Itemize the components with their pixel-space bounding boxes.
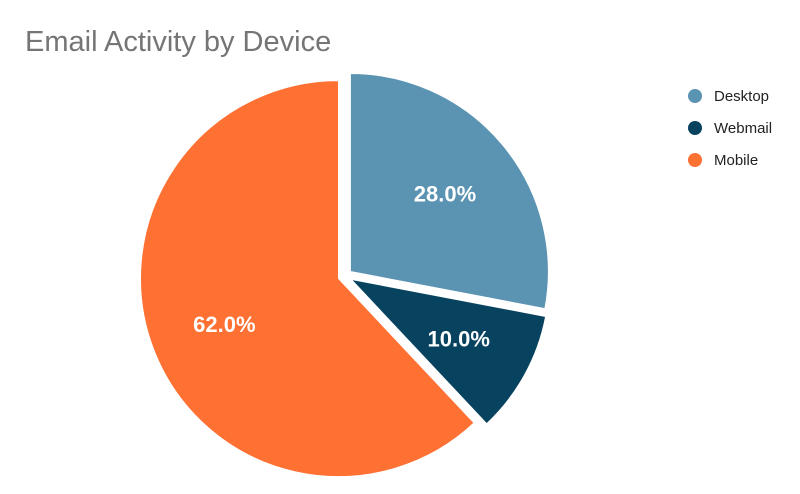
legend-label-desktop: Desktop <box>714 87 770 105</box>
legend-label-mobile: Mobile <box>714 151 759 169</box>
pie-slice-mobile[interactable] <box>140 80 475 478</box>
legend-item-mobile[interactable]: Mobile <box>688 144 772 176</box>
slice-label-desktop: 28.0% <box>414 181 476 206</box>
legend-swatch-webmail <box>688 121 702 135</box>
legend-swatch-desktop <box>688 89 702 103</box>
legend-swatch-mobile <box>688 153 702 167</box>
slice-label-mobile: 62.0% <box>193 312 255 337</box>
legend-item-webmail[interactable]: Webmail <box>688 112 772 144</box>
legend: Desktop Webmail Mobile <box>688 80 772 176</box>
chart-title: Email Activity by Device <box>25 26 332 58</box>
slice-label-webmail: 10.0% <box>428 327 490 352</box>
pie-slice-webmail[interactable] <box>349 278 547 425</box>
pie-slice-desktop[interactable] <box>349 73 549 310</box>
legend-label-webmail: Webmail <box>714 119 773 137</box>
legend-item-desktop[interactable]: Desktop <box>688 80 772 112</box>
